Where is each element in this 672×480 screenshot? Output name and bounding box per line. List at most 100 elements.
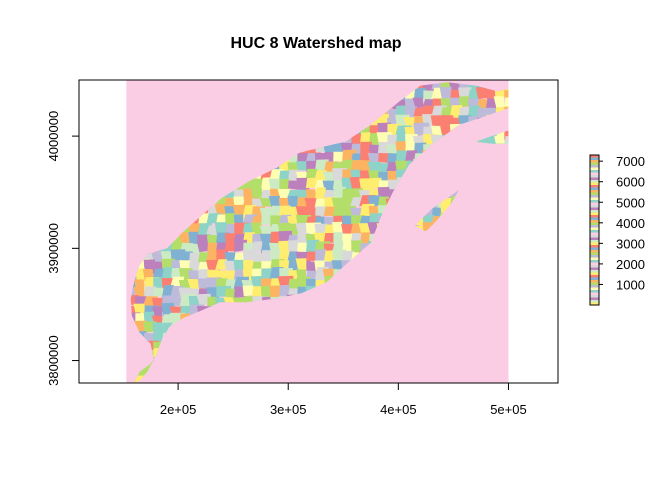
y-tick-label: 3900000 bbox=[46, 223, 61, 274]
legend-swatch bbox=[590, 290, 599, 293]
plot-frame bbox=[78, 79, 559, 384]
watershed-cell bbox=[414, 88, 426, 99]
watershed-cell bbox=[233, 259, 246, 272]
plot-area bbox=[126, 80, 509, 383]
legend-swatch bbox=[590, 232, 599, 236]
legend-swatch bbox=[590, 272, 599, 276]
legend-swatch bbox=[590, 200, 599, 203]
legend-swatch bbox=[590, 187, 599, 191]
watershed-cell bbox=[439, 87, 453, 102]
watershed-cell bbox=[305, 168, 318, 181]
watershed-cell bbox=[287, 206, 299, 217]
watershed-cell bbox=[386, 161, 399, 172]
watershed-cell bbox=[161, 302, 175, 316]
legend-tick-label: 5000 bbox=[616, 195, 645, 210]
legend-swatch bbox=[590, 225, 599, 228]
legend-swatch bbox=[590, 270, 599, 273]
legend-swatch bbox=[590, 175, 599, 178]
legend-swatch bbox=[590, 155, 599, 158]
watershed-cell bbox=[206, 225, 219, 236]
watershed-cell bbox=[295, 161, 308, 171]
legend-swatch bbox=[590, 192, 599, 196]
watershed-cell bbox=[504, 90, 509, 100]
legend-swatch bbox=[590, 297, 599, 301]
legend-swatch bbox=[590, 280, 599, 283]
legend-swatch bbox=[590, 287, 599, 291]
legend-swatch bbox=[590, 170, 599, 173]
legend-swatch bbox=[590, 285, 599, 288]
watershed-cell bbox=[288, 180, 299, 190]
legend-tick-label: 4000 bbox=[616, 216, 645, 231]
legend-swatch bbox=[590, 245, 599, 248]
y-tick-label: 3800000 bbox=[46, 335, 61, 386]
watershed-cell bbox=[484, 88, 496, 102]
legend-swatch bbox=[590, 220, 599, 223]
legend-swatch bbox=[590, 210, 599, 213]
watershed-cell bbox=[332, 240, 344, 252]
legend-swatch bbox=[590, 250, 599, 253]
legend-tick-label: 2000 bbox=[616, 257, 645, 272]
watershed-cell bbox=[261, 215, 272, 225]
x-tick-label: 5e+05 bbox=[490, 402, 527, 417]
legend-swatch bbox=[590, 162, 599, 166]
watershed-cell bbox=[314, 223, 328, 234]
x-tick-label: 4e+05 bbox=[380, 402, 417, 417]
legend-swatch bbox=[590, 292, 599, 296]
legend-swatch bbox=[590, 277, 599, 281]
legend-tick-label: 6000 bbox=[616, 175, 645, 190]
legend-swatch bbox=[590, 205, 599, 208]
legend-swatch bbox=[590, 300, 599, 303]
watershed-cell bbox=[368, 177, 382, 190]
legend-swatch bbox=[590, 217, 599, 221]
legend-swatch bbox=[590, 240, 599, 243]
legend-swatch bbox=[590, 212, 599, 216]
legend-tick-label: 7000 bbox=[616, 154, 645, 169]
watershed-cell bbox=[378, 163, 388, 174]
watershed-cell bbox=[350, 233, 361, 243]
watershed-cell bbox=[367, 161, 382, 173]
legend-swatch bbox=[590, 185, 599, 188]
legend-swatch bbox=[590, 172, 599, 176]
legend-swatch bbox=[590, 235, 599, 238]
watershed-cell bbox=[225, 213, 236, 225]
watershed-cell bbox=[459, 96, 470, 108]
watershed-cell bbox=[323, 250, 335, 264]
watershed-cell bbox=[297, 242, 307, 254]
legend-swatch bbox=[590, 202, 599, 206]
legend-swatch bbox=[590, 227, 599, 231]
map-title: HUC 8 Watershed map bbox=[231, 35, 402, 52]
watershed-cell bbox=[287, 169, 299, 184]
legend-swatch bbox=[590, 242, 599, 246]
watershed-cell bbox=[216, 249, 226, 263]
watershed-cell bbox=[152, 287, 164, 297]
watershed-cell bbox=[270, 231, 280, 246]
watershed-cell bbox=[351, 133, 362, 145]
watershed-cell bbox=[322, 171, 334, 182]
legend-swatch bbox=[590, 237, 599, 241]
watershed-cell bbox=[475, 87, 488, 100]
watershed-cell bbox=[295, 258, 308, 272]
x-tick-label: 3e+05 bbox=[270, 402, 307, 417]
watershed-cell bbox=[403, 117, 416, 127]
axes: 2e+05 3e+05 4e+05 5e+05 3800000 3900000 400000… bbox=[46, 79, 559, 417]
watershed-cell bbox=[251, 178, 264, 190]
watershed-cell bbox=[251, 241, 263, 252]
legend-swatch bbox=[590, 190, 599, 193]
legend-swatch bbox=[590, 295, 599, 298]
legend-swatch bbox=[590, 215, 599, 218]
y-tick-label: 4000000 bbox=[46, 111, 61, 162]
watershed-cell bbox=[359, 170, 371, 180]
watershed-cell bbox=[349, 176, 363, 191]
watershed-cell bbox=[251, 187, 263, 201]
watershed-cell bbox=[268, 195, 281, 207]
legend-tick-label: 3000 bbox=[616, 236, 645, 251]
legend-swatch bbox=[590, 207, 599, 211]
legend-swatch bbox=[590, 165, 599, 168]
watershed-cell bbox=[296, 177, 310, 193]
legend-swatch bbox=[590, 197, 599, 201]
legend-swatch bbox=[590, 247, 599, 251]
watershed-cell bbox=[269, 205, 281, 218]
watershed-cell bbox=[359, 178, 371, 191]
legend-tick-label: 1000 bbox=[616, 277, 645, 292]
